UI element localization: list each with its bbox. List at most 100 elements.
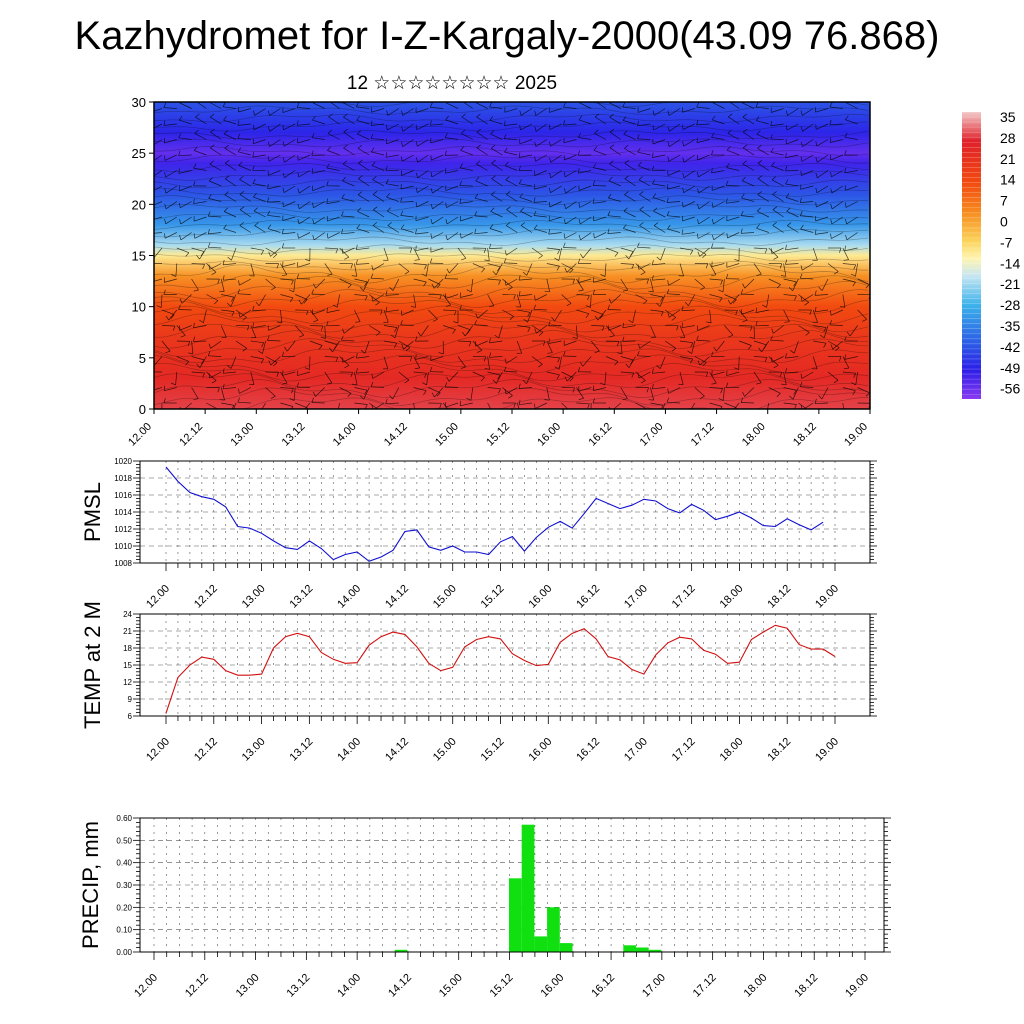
wind-barb-feather [475,313,478,319]
wind-barb [161,309,175,315]
wind-barb-feather [282,172,285,178]
wind-barb [372,263,385,271]
wind-barb [793,340,799,354]
wind-barb [576,294,590,296]
wind-barb [193,325,207,329]
wind-barb [787,225,799,233]
wind-barb-feather [585,305,591,308]
wind-barb [691,340,696,354]
wind-barb [652,139,666,145]
wind-barb [519,154,533,158]
wind-barb-feather [446,376,450,382]
wind-barb [550,170,562,179]
wind-barb [772,194,784,202]
wind-barb-feather [564,267,568,273]
wind-barb [208,198,222,202]
wind-barb [855,263,858,277]
wind-barb-feather [503,366,507,372]
y-tick-label: 1020 [114,457,132,466]
wind-barb [830,139,843,143]
wind-barb [844,356,858,360]
wind-barb [324,325,326,339]
wind-barb-feather [757,144,762,149]
wind-barb-feather [637,120,639,126]
wind-barb-feather [446,268,450,274]
wind-barb [756,120,769,125]
wind-barb [387,210,399,218]
wind-barb [578,278,592,283]
wind-barb [857,278,870,285]
contour-line [154,187,869,197]
wind-barb [386,196,399,202]
wind-barb [800,201,814,203]
wind-barb-feather [409,356,413,362]
wind-barb-feather [600,382,605,386]
y-tick-label: 0.10 [116,926,132,935]
wind-barb [238,151,251,156]
wind-barb-feather [637,350,640,356]
wind-barb-feather [417,331,422,337]
wind-barb-feather [237,120,240,126]
wind-barb-feather [637,242,640,248]
wind-barb [154,154,163,161]
contour-line [154,253,869,262]
wind-barb-feather [800,126,803,132]
wind-barb [432,216,444,225]
wind-barb-feather [380,309,383,315]
wind-barb-feather [608,298,612,304]
temp-line [165,624,836,714]
wind-barb [299,185,311,194]
wind-barb [293,387,296,401]
wind-barb-feather [578,115,583,121]
wind-barb-feather [360,349,366,354]
wind-barb-feather [534,403,536,409]
wind-barb-feather [504,147,508,153]
wind-barb [650,278,654,292]
wind-barb-feather [355,353,358,359]
wind-barb-feather [757,160,763,164]
wind-barb-feather [850,273,856,277]
wind-barb-feather [297,172,300,178]
wind-barb [224,147,237,156]
wind-barb-feather [549,187,551,193]
wind-barb-feather [341,248,343,254]
wind-barb [561,402,569,409]
wind-barb [699,356,710,366]
wind-barb-feather [151,362,154,366]
wind-barb-feather [445,219,448,225]
wind-barb-feather [389,395,393,400]
wind-barb-feather [304,258,310,262]
wind-barb [652,197,666,202]
wind-barb-feather [429,102,433,108]
wind-barb [459,201,473,204]
wind-barb [343,325,355,334]
wind-barb-feather [504,280,507,286]
wind-barb [298,216,311,225]
wind-barb [297,154,311,161]
wind-barb-feather [741,193,745,199]
wind-barb [434,387,444,398]
wind-barb [402,123,414,132]
wind-barb [549,201,562,208]
wind-barb-feather [267,197,270,203]
wind-barb-feather [513,294,516,300]
x-tick-label: 16.12 [574,583,602,611]
wind-barb [354,294,368,297]
y-tick-label: 30 [132,95,146,110]
wind-barb [401,228,414,233]
wind-barb [800,185,814,190]
wind-barb [224,133,237,140]
wind-barb [239,194,251,202]
wind-barb [432,201,444,210]
wind-barb-feather [742,160,747,165]
wind-barb-feather [343,128,348,133]
wind-barb [622,325,636,329]
wind-barb [535,294,547,301]
wind-barb-feather [180,334,186,338]
wind-barb [357,148,370,156]
wind-barb [368,402,378,409]
wind-barb-feather [667,388,669,394]
wind-barb [475,340,488,347]
wind-barb-feather [460,233,462,239]
